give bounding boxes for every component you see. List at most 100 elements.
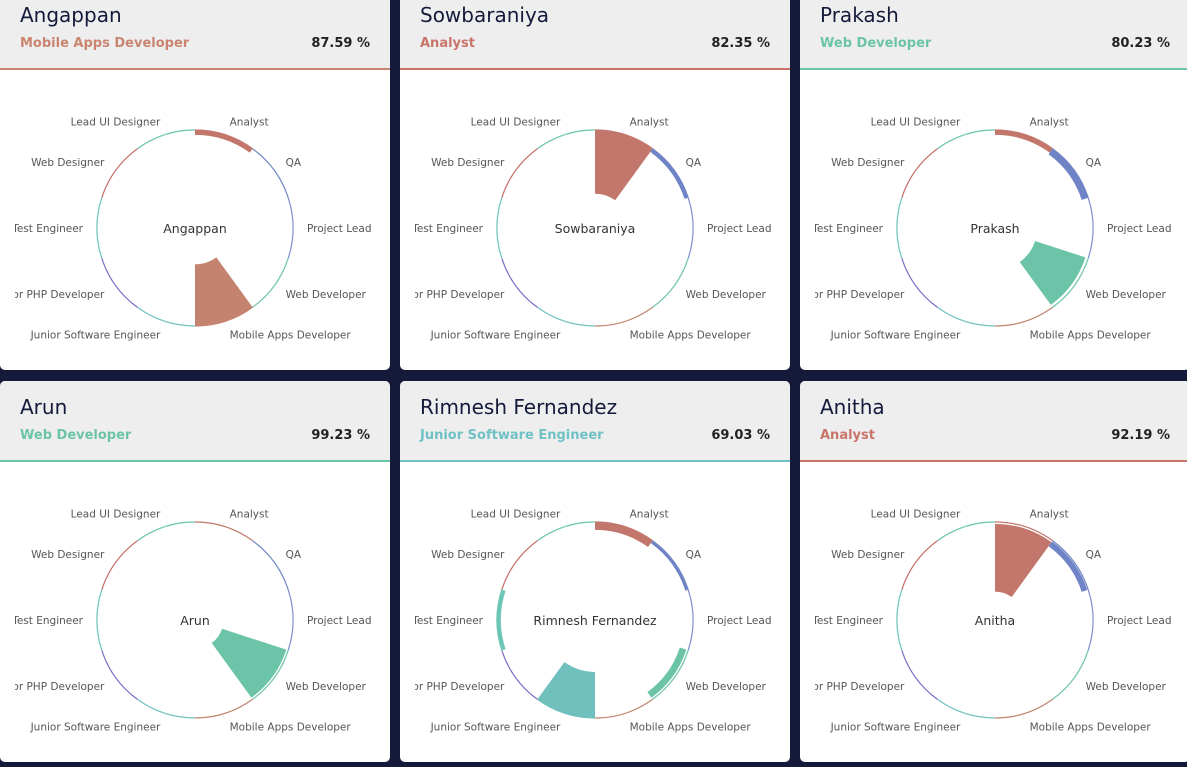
category-bar[interactable] xyxy=(497,589,506,651)
employee-role: Web Developer xyxy=(20,428,132,443)
category-bar[interactable] xyxy=(1048,541,1088,592)
employee-name: Angappan xyxy=(20,3,122,27)
category-axis-arc xyxy=(287,589,294,651)
category-label: Web Developer xyxy=(1086,681,1167,693)
chart-center-name: Arun xyxy=(180,613,210,628)
employee-card[interactable]: Prakash Web Developer 80.23 % Analyst QA P… xyxy=(800,0,1187,370)
category-axis-arc xyxy=(101,540,138,590)
category-axis-arc xyxy=(137,129,196,150)
category-axis-arc xyxy=(896,589,903,651)
category-label: QA xyxy=(1086,549,1102,561)
category-label: Analyst xyxy=(230,508,269,520)
category-label: Mobile Apps Developer xyxy=(630,330,752,342)
category-label: Web Developer xyxy=(686,681,767,693)
category-bar[interactable] xyxy=(595,522,653,548)
category-axis-arc xyxy=(896,197,903,259)
role-radial-chart: Analyst QA Project Lead Web Developer Mobile… xyxy=(15,116,372,342)
category-label: Web Designer xyxy=(431,549,505,561)
category-bar[interactable] xyxy=(595,130,653,201)
employee-name: Prakash xyxy=(820,3,899,27)
category-label: Project Lead xyxy=(1107,615,1172,627)
category-label: Web Designer xyxy=(831,157,905,169)
category-axis-arc xyxy=(994,521,1053,542)
employee-role: Analyst xyxy=(420,36,475,51)
category-label: Lead UI Designer xyxy=(871,508,961,520)
match-percentage: 82.35 % xyxy=(711,36,770,51)
category-bar[interactable] xyxy=(995,130,1053,153)
category-axis-arc xyxy=(252,540,289,590)
category-label: Web Designer xyxy=(831,549,905,561)
category-label: Test Engineer xyxy=(815,223,884,235)
employee-name: Sowbaraniya xyxy=(420,3,550,27)
card-header: Prakash Web Developer 80.23 % xyxy=(800,0,1187,70)
card-header: Angappan Mobile Apps Developer 87.59 % xyxy=(0,0,390,70)
category-label: Mobile Apps Developer xyxy=(1030,722,1152,734)
category-axis-arc xyxy=(1052,258,1089,308)
category-label: Lead UI Designer xyxy=(471,116,561,128)
category-label: Junior PHP Developer xyxy=(15,681,105,693)
chart-center-name: Prakash xyxy=(970,221,1019,236)
category-bar[interactable] xyxy=(1048,148,1089,200)
category-bar[interactable] xyxy=(995,523,1052,598)
employee-card[interactable]: Anitha Analyst 92.19 % Analyst QA Project … xyxy=(800,381,1187,762)
category-axis-arc xyxy=(96,197,103,259)
category-axis-arc xyxy=(901,148,938,198)
category-bar[interactable] xyxy=(650,540,689,591)
category-axis-arc xyxy=(101,650,138,700)
category-label: Test Engineer xyxy=(15,615,84,627)
category-axis-arc xyxy=(1052,540,1089,590)
employee-role: Analyst xyxy=(820,428,875,443)
employee-name: Arun xyxy=(20,395,68,419)
category-label: Analyst xyxy=(1030,116,1069,128)
match-percentage: 92.19 % xyxy=(1111,428,1170,443)
match-percentage: 87.59 % xyxy=(311,36,370,51)
employee-role: Web Developer xyxy=(820,36,932,51)
role-radial-chart: Analyst QA Project Lead Web Developer Mobile… xyxy=(415,508,772,733)
employee-card[interactable]: Rimnesh Fernandez Junior Software Engine… xyxy=(400,381,790,762)
category-label: Lead UI Designer xyxy=(471,508,561,520)
category-label: QA xyxy=(286,549,302,561)
employee-card[interactable]: Sowbaraniya Analyst 82.35 % Analyst QA Pro… xyxy=(400,0,790,370)
employee-card[interactable]: Arun Web Developer 99.23 % Analyst QA Proj… xyxy=(0,381,390,762)
chart-center-name: Anitha xyxy=(975,613,1015,628)
category-label: Junior Software Engineer xyxy=(30,330,161,342)
employee-card[interactable]: Angappan Mobile Apps Developer 87.59 % A… xyxy=(0,0,390,370)
match-percentage: 69.03 % xyxy=(711,428,770,443)
category-bar[interactable] xyxy=(195,130,253,153)
category-label: Web Developer xyxy=(686,289,767,301)
category-label: Junior PHP Developer xyxy=(415,289,505,301)
category-axis-arc xyxy=(594,698,653,719)
category-label: QA xyxy=(686,549,702,561)
category-axis-arc xyxy=(1052,650,1089,700)
chart-center-name: Rimnesh Fernandez xyxy=(533,613,657,628)
category-label: Mobile Apps Developer xyxy=(1030,330,1152,342)
category-bar[interactable] xyxy=(647,647,687,698)
category-bar[interactable] xyxy=(1019,241,1086,305)
category-bar[interactable] xyxy=(195,257,253,326)
category-axis-arc xyxy=(937,521,996,542)
category-label: Web Developer xyxy=(286,289,367,301)
category-axis-arc xyxy=(994,698,1053,719)
category-label: Project Lead xyxy=(707,615,772,627)
category-bar[interactable] xyxy=(211,628,287,698)
category-axis-arc xyxy=(96,589,103,651)
category-label: Mobile Apps Developer xyxy=(230,330,352,342)
category-label: Lead UI Designer xyxy=(71,116,161,128)
category-label: Junior PHP Developer xyxy=(815,681,905,693)
category-axis-arc xyxy=(901,258,938,308)
category-label: Project Lead xyxy=(307,615,372,627)
category-bar[interactable] xyxy=(537,662,595,718)
role-radial-chart: Analyst QA Project Lead Web Developer Mobile… xyxy=(815,116,1172,342)
category-axis-arc xyxy=(501,540,538,590)
category-bar[interactable] xyxy=(650,148,689,199)
category-label: Project Lead xyxy=(307,223,372,235)
category-axis-arc xyxy=(594,306,653,327)
match-percentage: 80.23 % xyxy=(1111,36,1170,51)
category-axis-arc xyxy=(937,306,996,327)
category-axis-arc xyxy=(287,197,294,259)
role-radial-chart: Analyst QA Project Lead Web Developer Mobile… xyxy=(815,508,1172,734)
category-axis-arc xyxy=(652,258,689,308)
category-label: QA xyxy=(286,157,302,169)
category-label: Analyst xyxy=(1030,508,1069,520)
category-axis-arc xyxy=(252,650,289,700)
